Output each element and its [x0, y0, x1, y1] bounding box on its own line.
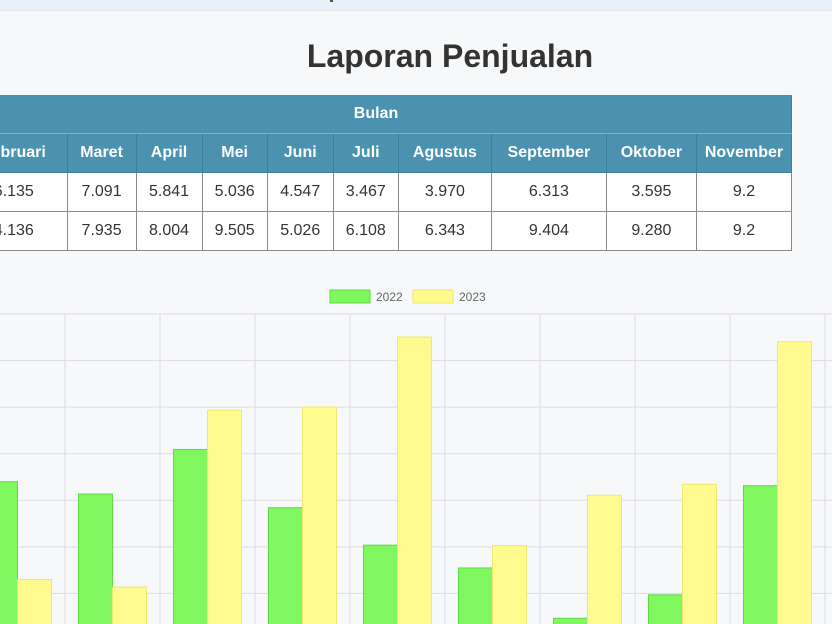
- bar-2023-april: [302, 406, 337, 624]
- month-header: Mei: [201, 133, 268, 173]
- table-cell: 8.004: [135, 211, 203, 251]
- table-cell: 3.467: [332, 172, 399, 212]
- table-cell: 9.505: [201, 211, 268, 251]
- legend-swatch-2022: [329, 289, 371, 304]
- legend-label-2023: 2023: [459, 290, 486, 304]
- bar-2022-mei: [363, 544, 398, 624]
- bar-2022-juli: [553, 617, 588, 624]
- bar-2022-juni: [458, 567, 493, 624]
- top-strip: [0, 0, 832, 11]
- table-cell: 4.136: [0, 211, 68, 251]
- bar-2023-agustus: [682, 483, 717, 624]
- month-header-row: Februari Maret April Mei Juni Juli Agust…: [0, 133, 793, 173]
- table-cell: 3.970: [397, 172, 492, 212]
- table-cell: 4.547: [266, 172, 334, 212]
- table-cell: 5.026: [266, 211, 334, 251]
- table-cell: 7.091: [66, 172, 137, 212]
- month-header: Juli: [332, 133, 399, 173]
- table-cell: 6.343: [397, 211, 492, 251]
- table-cell: 9.2: [695, 211, 793, 251]
- legend-label-2022: 2022: [376, 290, 403, 304]
- sales-table-container: Bulan Februari Maret April Mei Juni Juli…: [0, 95, 832, 255]
- top-strip-mark: [330, 0, 333, 2]
- sales-bar-chart: 2022 2023: [0, 289, 832, 624]
- bar-2023-september: [777, 341, 812, 624]
- table-cell: 9.2: [695, 172, 793, 212]
- bulan-header: Bulan: [0, 95, 792, 134]
- bar-2023-juni: [492, 545, 527, 624]
- table-cell: 5.841: [135, 172, 203, 212]
- bar-2023-mei: [397, 336, 432, 624]
- month-header: Februari: [0, 133, 68, 173]
- month-header: November: [695, 133, 793, 173]
- table-cell: 5.036: [201, 172, 268, 212]
- bar-2022-januari: [0, 481, 18, 624]
- table-cell: 9.404: [490, 211, 607, 251]
- table-cell: 6.135: [0, 172, 68, 212]
- table-cell: 9.280: [605, 211, 697, 251]
- bar-2022-september: [743, 485, 778, 624]
- table-row: 4.136 7.935 8.004 9.505 5.026 6.108 6.34…: [0, 211, 793, 251]
- month-header: Maret: [66, 133, 137, 173]
- table-cell: 3.595: [605, 172, 697, 212]
- bar-2023-januari: [17, 578, 52, 624]
- bar-2022-agustus: [648, 594, 683, 624]
- month-header: Agustus: [397, 133, 492, 173]
- table-row: 6.135 7.091 5.841 5.036 4.547 3.467 3.97…: [0, 172, 793, 212]
- sales-table: Bulan Februari Maret April Mei Juni Juli…: [0, 95, 793, 251]
- bar-2022-februari: [78, 493, 113, 624]
- month-header: April: [135, 133, 203, 173]
- month-header: Oktober: [605, 133, 697, 173]
- page-title: Laporan Penjualan: [306, 38, 594, 74]
- bar-2023-juli: [587, 494, 622, 624]
- bar-2022-maret: [173, 448, 208, 624]
- table-cell: 6.313: [490, 172, 607, 212]
- month-header: September: [490, 133, 607, 173]
- legend-swatch-2023: [412, 289, 454, 304]
- bar-2022-april: [268, 507, 303, 624]
- table-cell: 6.108: [332, 211, 399, 251]
- month-header: Juni: [266, 133, 334, 173]
- bar-2023-februari: [112, 586, 147, 624]
- bar-2023-maret: [207, 409, 242, 624]
- table-cell: 7.935: [66, 211, 137, 251]
